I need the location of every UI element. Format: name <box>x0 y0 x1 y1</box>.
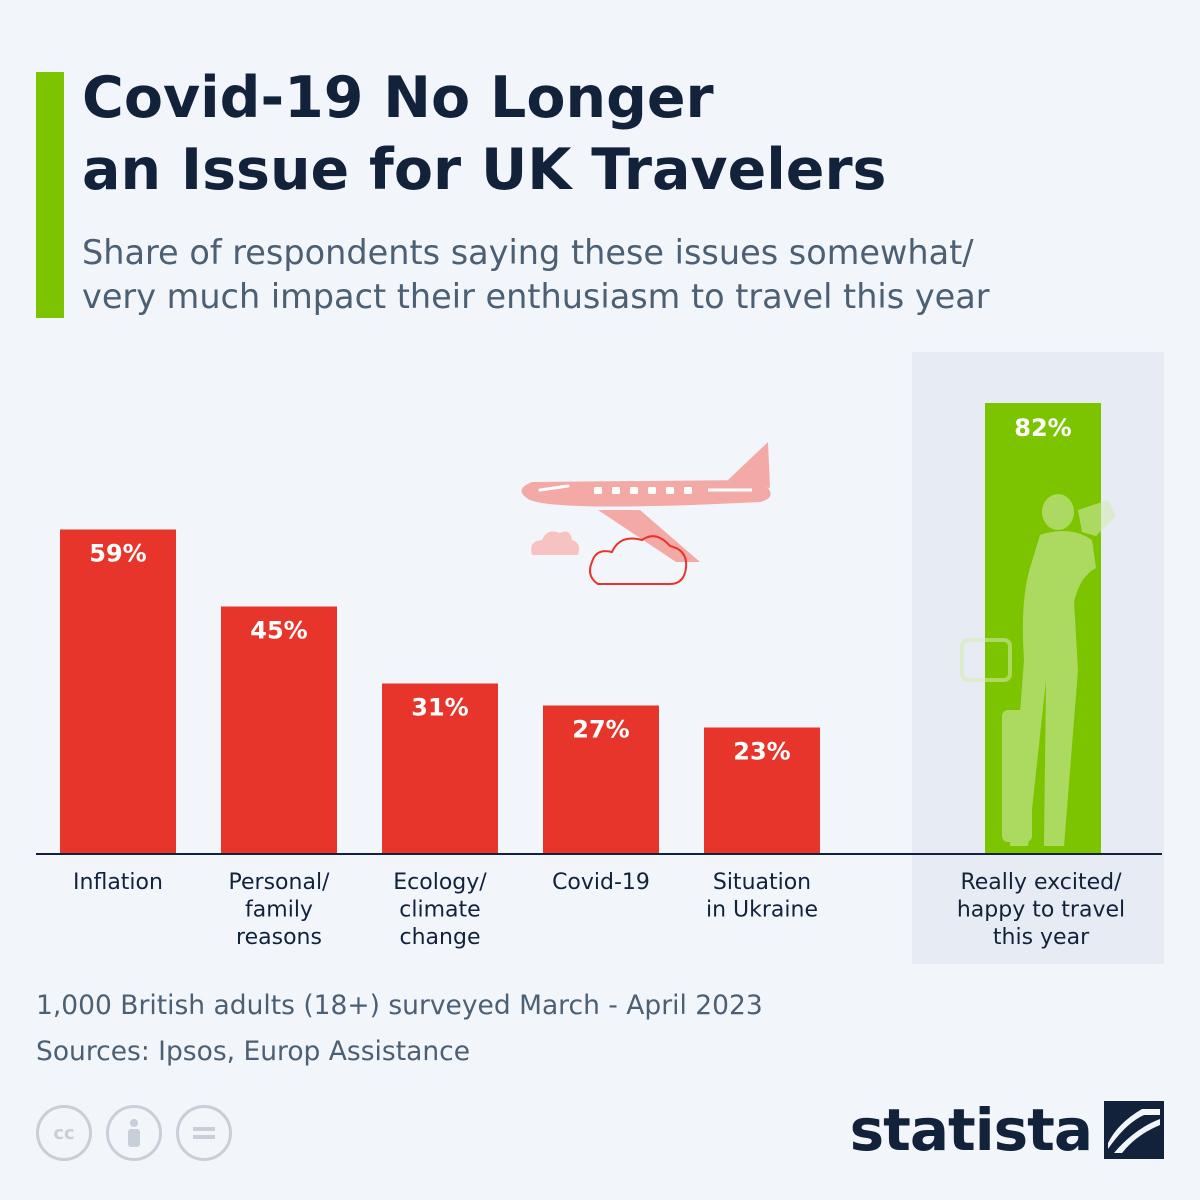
subtitle-line-2: very much impact their enthusiasm to tra… <box>82 277 990 316</box>
chart-subtitle: Share of respondents saying these issues… <box>82 231 1182 319</box>
bar-chart: 59% Inflation 45% Personal/family reasons 31%… <box>36 352 1164 964</box>
title-line-2: an Issue for UK Travelers <box>82 137 887 203</box>
highlight-category-label: Really excited/happy to travel this year <box>957 870 1125 950</box>
license-icons: cc <box>36 1105 232 1161</box>
sources-note: Sources: Ipsos, Europ Assistance <box>36 1036 471 1067</box>
cloud-icon <box>531 531 580 555</box>
bar-4 <box>543 705 659 854</box>
subtitle-line-1: Share of respondents saying these issues… <box>82 233 974 272</box>
title-accent-bar <box>36 72 64 318</box>
chart-title: Covid-19 No Longer an Issue for UK Trave… <box>82 62 1162 206</box>
airplane-icon <box>521 442 771 562</box>
bar-value-label-3: 31% <box>411 694 468 722</box>
category-label-3: Ecology/climate change <box>393 870 487 950</box>
category-label-4: Covid-19 <box>552 870 650 895</box>
bar-1 <box>60 529 176 854</box>
attribution-icon[interactable] <box>106 1105 162 1161</box>
bar-value-label-2: 45% <box>250 617 307 645</box>
statista-mark-icon <box>1104 1101 1164 1159</box>
category-label-5: Situation in Ukraine <box>706 870 818 923</box>
brand-name: statista <box>849 1096 1093 1164</box>
title-line-1: Covid-19 No Longer <box>82 65 714 131</box>
bar-3 <box>382 683 498 854</box>
cc-icon[interactable]: cc <box>36 1105 92 1161</box>
bar-value-label-1: 59% <box>89 540 146 568</box>
statista-logo[interactable]: statista <box>850 1096 1164 1164</box>
bar-5 <box>704 727 820 854</box>
no-derivatives-icon[interactable] <box>176 1105 232 1161</box>
bar-value-label-4: 27% <box>572 716 629 744</box>
cloud-outline-icon <box>589 535 688 585</box>
airplane-illustration <box>521 442 771 585</box>
traveler-illustration <box>960 494 1116 846</box>
highlight-value-label: 82% <box>1014 414 1071 442</box>
bar-value-label-5: 23% <box>733 738 790 766</box>
category-label-2: Personal/family reasons <box>229 870 331 950</box>
survey-note: 1,000 British adults (18+) surveyed Marc… <box>36 990 763 1021</box>
bar-2 <box>221 606 337 854</box>
category-label-1: Inflation <box>73 870 163 895</box>
